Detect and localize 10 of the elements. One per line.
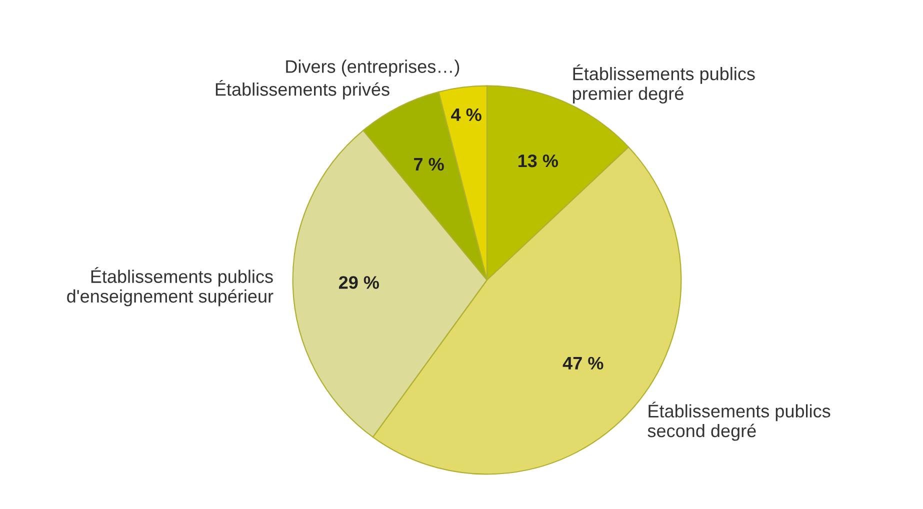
data-label: 47 % <box>562 356 604 370</box>
slice-label: Divers (entreprises…) <box>286 60 460 77</box>
data-label: 13 % <box>518 154 558 168</box>
slice-label: Établissements privés <box>216 80 390 100</box>
data-label: 4 % <box>451 108 482 122</box>
slice-label: Établissements publics d'enseignement supérieur <box>67 267 274 306</box>
data-label: 29 % <box>338 276 380 289</box>
data-label: 7 % <box>414 158 444 171</box>
slice-label: Établissements publics second degré <box>648 402 830 441</box>
slice-label: Établissements publics premier degré <box>572 64 755 104</box>
